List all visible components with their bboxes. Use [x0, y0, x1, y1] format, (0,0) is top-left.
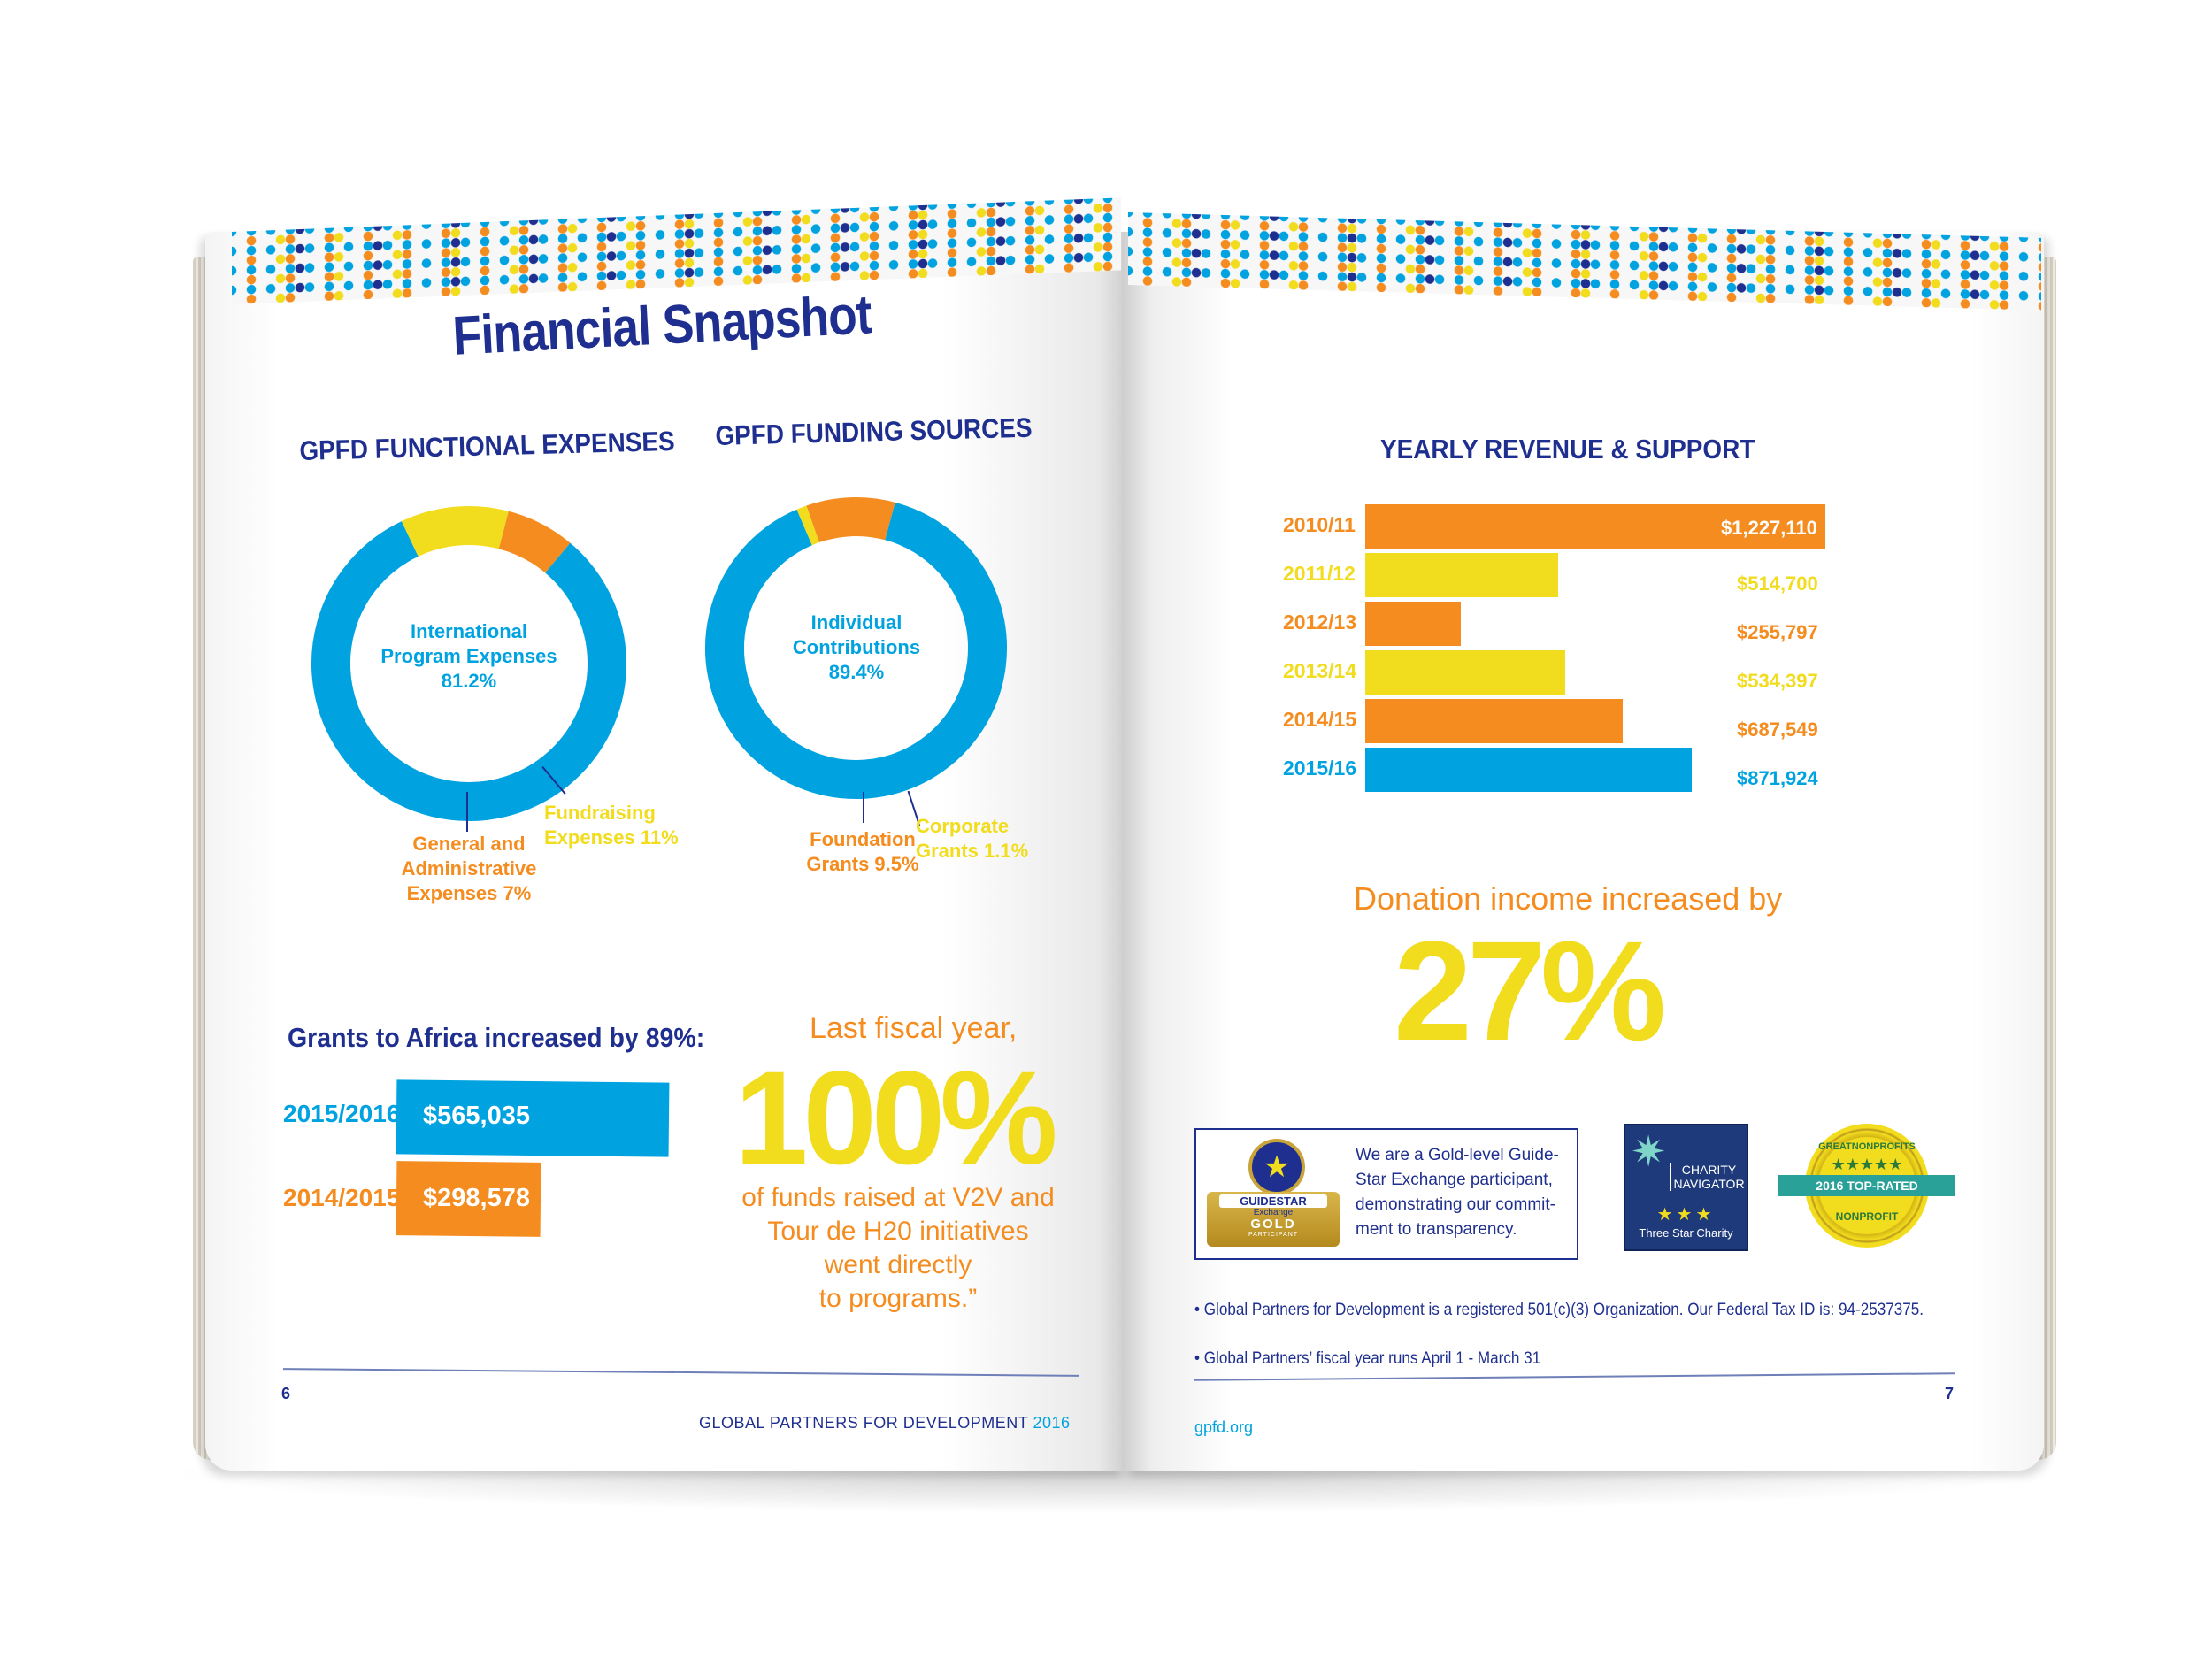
grants-row-label-2015: 2015/2016	[283, 1100, 401, 1127]
revenue-value-label-6: $871,924	[1737, 767, 1818, 789]
donut1-fundraising-line1: Fundraising	[544, 802, 656, 824]
donut1-general-line2: Administrative	[401, 857, 537, 879]
donut2-corporate-line1: Corporate	[916, 815, 1010, 837]
revenue-bar-4	[1365, 650, 1565, 695]
donut2-foundation-line1: Foundation	[810, 828, 916, 850]
revenue-value-label-1: $1,227,110	[1721, 517, 1817, 539]
grants-row-label-2014: 2014/2015	[283, 1184, 401, 1211]
donut1-center-line2: Program Expenses	[380, 645, 557, 667]
donut1-center-label: International Program Expenses 81.2%	[363, 619, 575, 694]
donut1-general-label: General and Administrative Expenses 7%	[380, 832, 557, 906]
donut2-center-line1: Individual	[810, 611, 902, 634]
fiscal-line2: Tour de H20 initiatives	[767, 1217, 1029, 1246]
revenue-value-label-2: $514,700	[1737, 572, 1818, 595]
charity-navigator-line2: NAVIGATOR	[1673, 1177, 1745, 1191]
revenue-year-label-3: 2012/13	[1283, 611, 1357, 634]
funding-sources-donut	[705, 497, 1007, 799]
grants-bar-value-2014: $298,578	[423, 1184, 530, 1212]
left-footer-year: 2016	[1033, 1414, 1071, 1432]
revenue-bar-5	[1365, 699, 1623, 743]
guidestar-logo-line4: PARTICIPANT	[1248, 1232, 1299, 1238]
charity-navigator-rating: Three Star Charity	[1639, 1226, 1733, 1240]
functional-expenses-donut	[311, 506, 626, 821]
great-nonprofits-ribbon: 2016 TOP-RATED	[1778, 1175, 1955, 1196]
tax-id-note: • Global Partners for Development is a r…	[1194, 1301, 1924, 1319]
donut2-center-line3: 89.4%	[828, 661, 885, 683]
donut2-foundation-leader	[863, 792, 864, 823]
guidestar-logo: ★ GUIDESTAR Exchange GOLD PARTICIPANT	[1207, 1139, 1340, 1249]
guidestar-text: We are a Gold-level Guide- Star Exchange…	[1356, 1143, 1559, 1242]
revenue-value-label-5: $687,549	[1737, 718, 1818, 741]
guidestar-text-line4: ment to transparency.	[1356, 1220, 1517, 1239]
functional-expenses-slice-3	[498, 511, 571, 573]
left-page	[205, 232, 1125, 1471]
guidestar-text-line1: We are a Gold-level Guide-	[1356, 1146, 1559, 1164]
revenue-value-label-4: $534,397	[1737, 670, 1818, 692]
fiscal-line4: to programs.”	[818, 1284, 978, 1313]
revenue-year-label-6: 2015/16	[1283, 757, 1357, 780]
fiscal-year-note: • Global Partners’ fiscal year runs Apri…	[1194, 1349, 1541, 1368]
functional-expenses-slice-2	[401, 506, 509, 557]
guidestar-logo-text: GUIDESTAR Exchange GOLD PARTICIPANT	[1207, 1192, 1340, 1247]
donut2-center-label: Individual Contributions 89.4%	[759, 611, 954, 685]
right-page	[1124, 232, 2044, 1471]
revenue-bar-2	[1365, 553, 1558, 597]
donut1-general-leader	[466, 792, 468, 832]
revenue-bar-1	[1365, 504, 1825, 549]
charity-navigator-line1: CHARITY	[1681, 1163, 1737, 1177]
grants-heading: Grants to Africa increased by 89%:	[288, 1022, 705, 1053]
right-page-number: 7	[1945, 1385, 1955, 1402]
donut1-general-line3: Expenses 7%	[406, 882, 532, 904]
fiscal-intro: Last fiscal year,	[810, 1011, 1018, 1045]
donation-big-percent: 27%	[1394, 911, 1666, 1070]
guidestar-text-line3: demonstrating our commit-	[1356, 1195, 1555, 1214]
donut1-center-line3: 81.2%	[441, 670, 497, 692]
functional-expenses-slice-1	[311, 521, 626, 821]
donut2-corporate-label: Corporate Grants 1.1%	[916, 814, 1048, 864]
donut1-center-line1: International	[410, 620, 527, 642]
great-nonprofits-stars: ★★★★★	[1831, 1156, 1903, 1173]
donut1-general-line1: General and	[412, 833, 526, 855]
revenue-heading: YEARLY REVENUE & SUPPORT	[1380, 434, 1755, 465]
compass-icon: ✷	[1631, 1129, 1667, 1176]
funding-sources-slice-2	[796, 505, 820, 546]
donut2-corporate-line2: Grants 1.1%	[916, 840, 1029, 862]
revenue-value-label-3: $255,797	[1737, 621, 1818, 643]
donut2-foundation-line2: Grants 9.5%	[806, 853, 919, 875]
charity-navigator-name: CHARITY NAVIGATOR	[1670, 1163, 1747, 1191]
guidestar-star-icon: ★	[1248, 1139, 1305, 1195]
left-page-number: 6	[281, 1385, 291, 1402]
revenue-bar-3	[1365, 602, 1461, 646]
grants-bar-value-2015: $565,035	[423, 1102, 530, 1130]
right-footer-site[interactable]: gpfd.org	[1194, 1418, 1254, 1436]
fiscal-text: of funds raised at V2V and Tour de H20 i…	[734, 1181, 1062, 1316]
guidestar-text-line2: Star Exchange participant,	[1356, 1171, 1553, 1189]
guidestar-box: ★ GUIDESTAR Exchange GOLD PARTICIPANT We…	[1194, 1128, 1578, 1260]
great-nonprofits-top: GREATNONPROFITS	[1818, 1141, 1916, 1152]
fiscal-big-percent: 100%	[734, 1043, 1058, 1192]
guidestar-logo-line3: GOLD	[1250, 1217, 1296, 1232]
left-footer-org: GLOBAL PARTNERS FOR DEVELOPMENT 2016	[699, 1414, 1071, 1432]
donation-text: Donation income increased by	[1354, 880, 1783, 917]
donut1-fundraising-label: Fundraising Expenses 11%	[544, 801, 686, 850]
great-nonprofits-bottom: NONPROFIT	[1835, 1210, 1899, 1223]
donut2-foundation-label: Foundation Grants 9.5%	[787, 827, 938, 877]
great-nonprofits-badge: GREATNONPROFITS ★★★★★ 2016 TOP-RATED NON…	[1778, 1124, 1955, 1248]
revenue-year-label-2: 2011/12	[1283, 562, 1356, 585]
fiscal-line1: of funds raised at V2V and	[741, 1183, 1055, 1212]
donut1-fundraising-line2: Expenses 11%	[544, 826, 679, 849]
guidestar-logo-line2: Exchange	[1253, 1208, 1294, 1217]
guidestar-logo-line1: GUIDESTAR	[1219, 1194, 1327, 1208]
funding-sources-slice-3	[806, 497, 895, 543]
revenue-year-label-1: 2010/11	[1283, 513, 1356, 536]
funding-sources-slice-1	[705, 502, 1007, 799]
charity-navigator-badge: ✷ CHARITY NAVIGATOR ★★★ Three Star Chari…	[1624, 1124, 1748, 1251]
revenue-year-label-5: 2014/15	[1283, 708, 1357, 731]
revenue-year-label-4: 2013/14	[1283, 659, 1357, 682]
donut2-center-line2: Contributions	[792, 636, 921, 658]
charity-navigator-stars: ★★★	[1656, 1205, 1716, 1225]
left-footer-org-name: GLOBAL PARTNERS FOR DEVELOPMENT	[699, 1414, 1028, 1432]
fiscal-line3: went directly	[824, 1250, 972, 1279]
revenue-bar-6	[1365, 748, 1692, 792]
